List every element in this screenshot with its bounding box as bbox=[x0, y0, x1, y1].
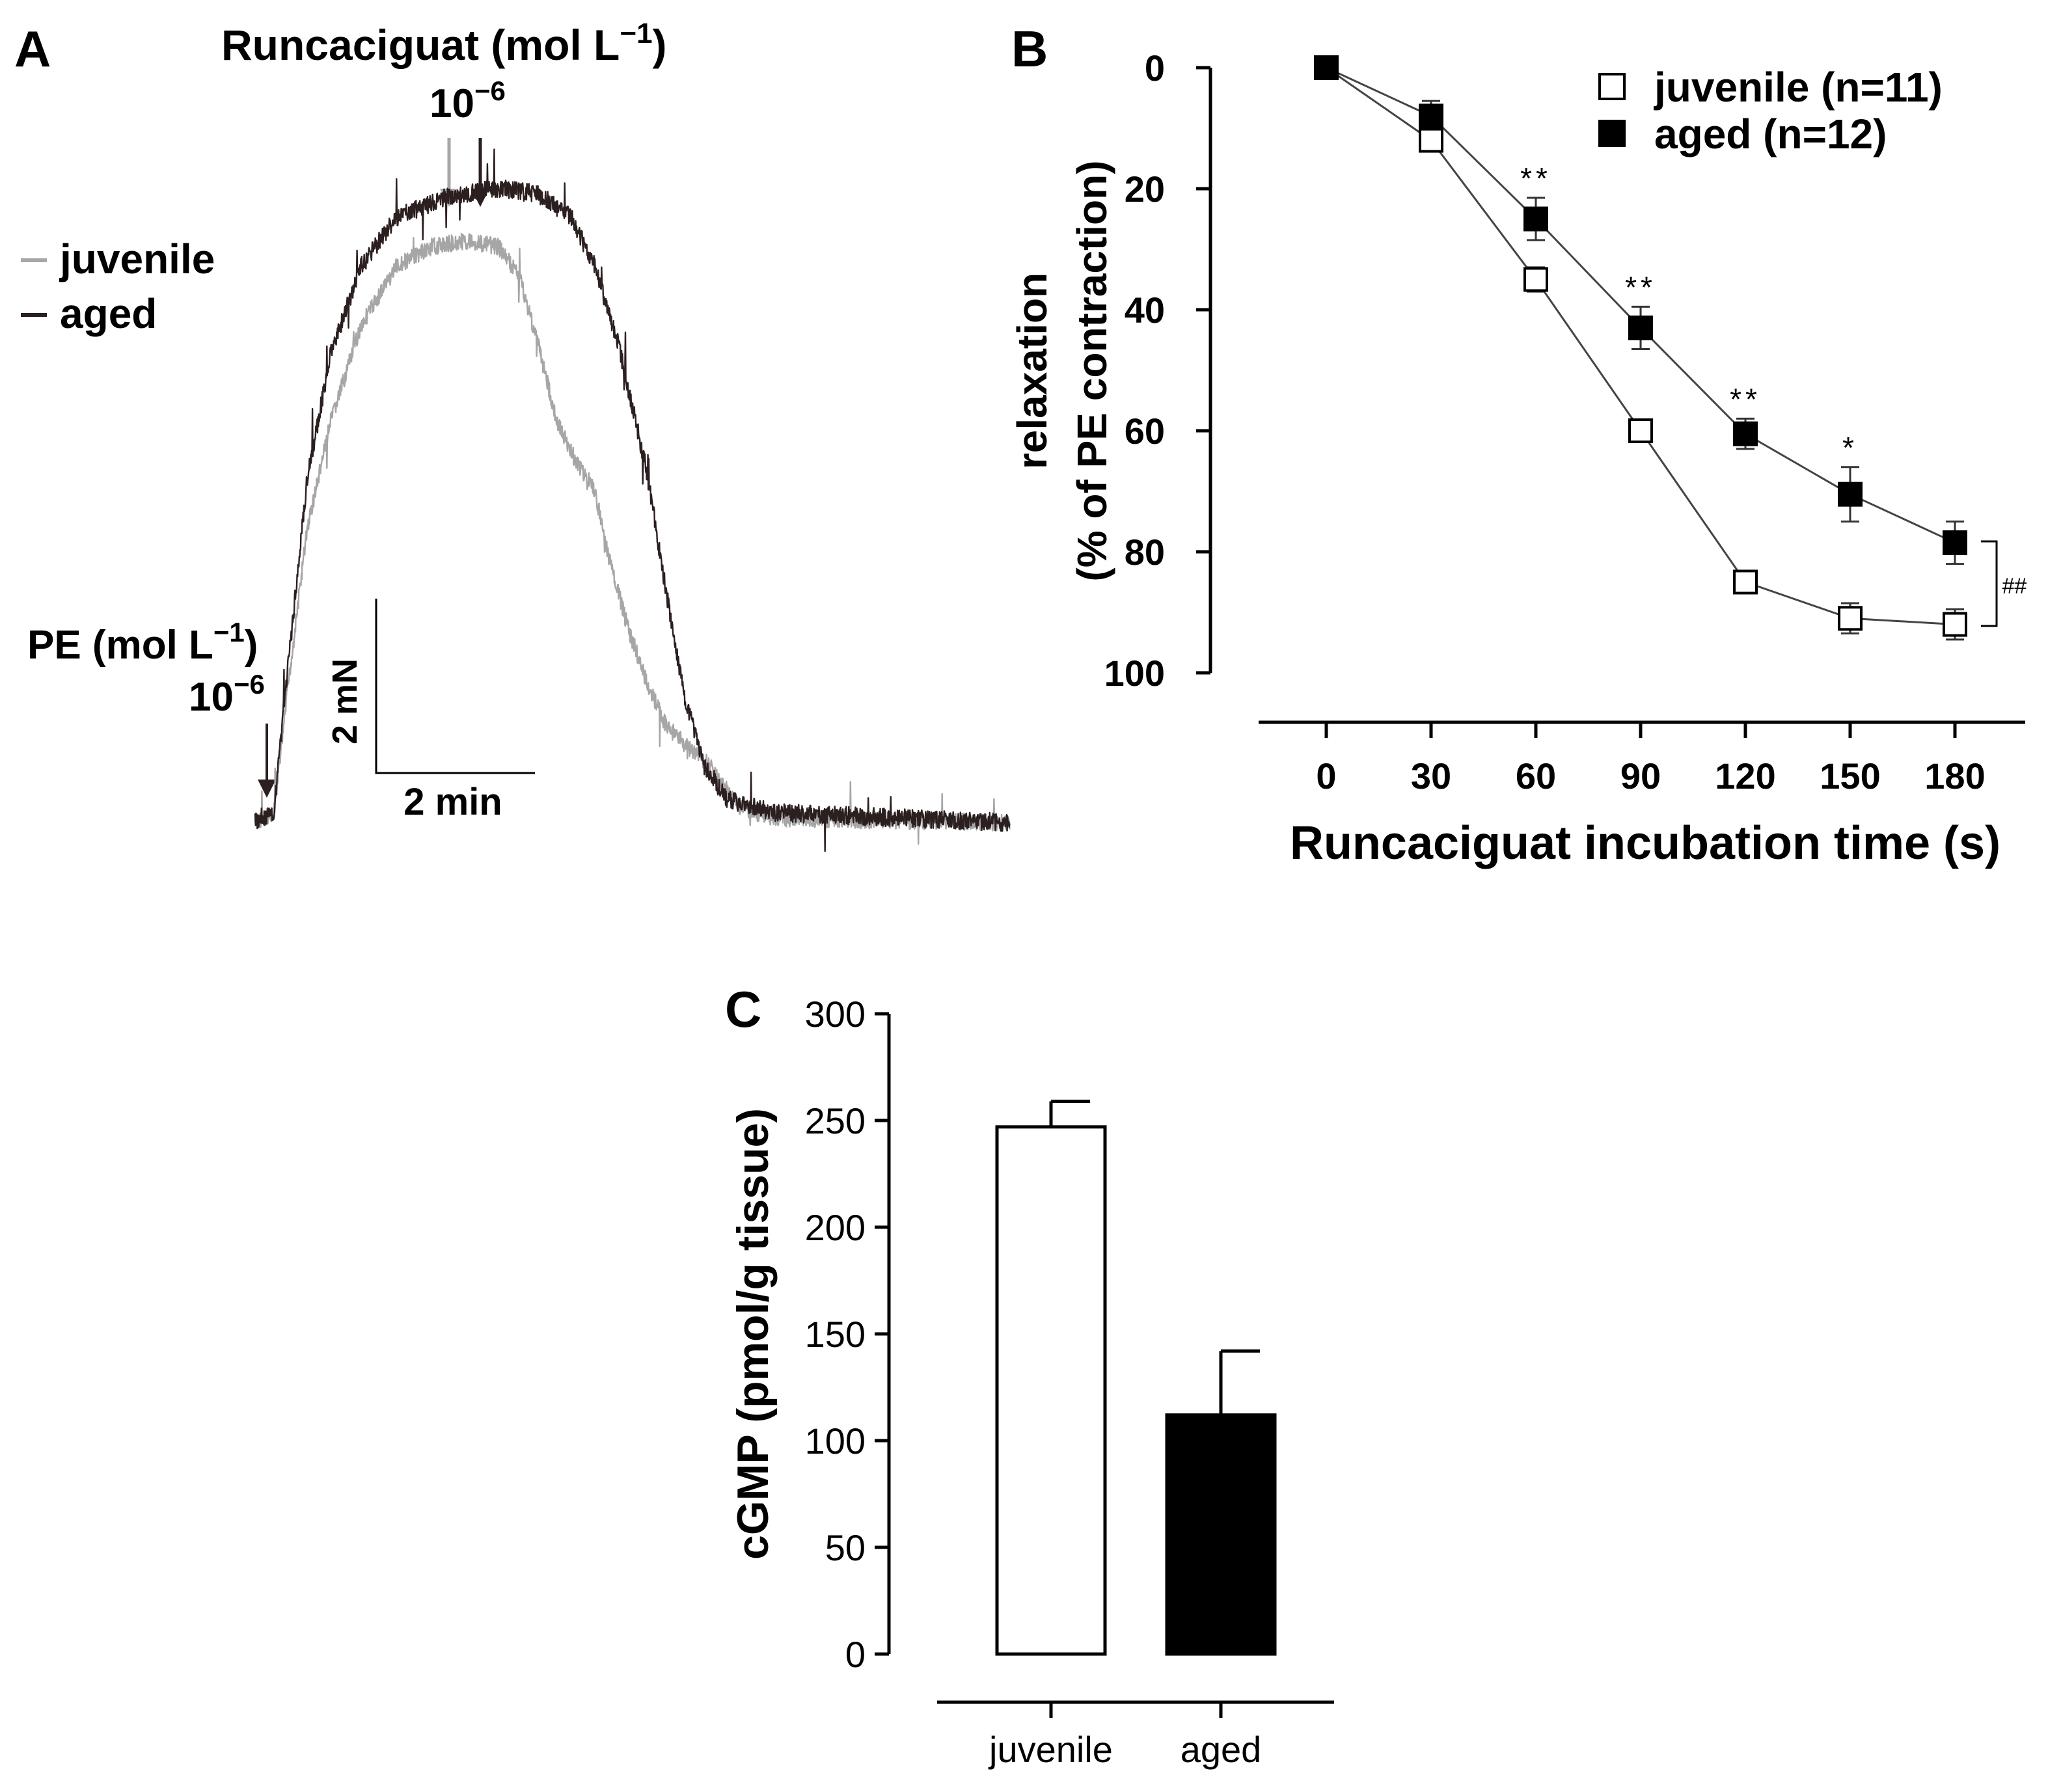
panel-b-x-tick-label: 180 bbox=[1924, 755, 1985, 796]
pe-label-close: ) bbox=[245, 623, 258, 668]
panel-c-letter: C bbox=[725, 981, 761, 1038]
runcaciguat-conc-sup: −6 bbox=[474, 75, 506, 106]
significance-stars: ** bbox=[1520, 161, 1551, 195]
panel-a: A Runcaciguat (mol L−1) 10−6 juvenile ag… bbox=[14, 18, 1011, 852]
panel-c: C 0 50 100 150 200 250 300 cGMP (pmol/g tissue… bbox=[725, 981, 1334, 1770]
legend-aged-marker bbox=[1598, 120, 1626, 147]
panel-c-y-tick-label: 150 bbox=[805, 1314, 866, 1355]
panel-c-x-tick-label: juvenile bbox=[988, 1729, 1113, 1770]
tension-traces bbox=[254, 148, 1011, 852]
panel-b-y-title-line2: (% of PE contraction) bbox=[1069, 160, 1115, 581]
significance-stars: ** bbox=[1625, 270, 1656, 304]
panel-b-y-ticks: 0 20 40 60 80 100 bbox=[1104, 48, 1210, 694]
pe-label: PE (mol L−1) bbox=[27, 617, 258, 668]
legend-juvenile-text: juvenile (n=11) bbox=[1654, 64, 1943, 111]
significance-stars: * bbox=[1842, 431, 1858, 465]
panel-c-y-title: cGMP (pmol/g tissue) bbox=[728, 1108, 778, 1560]
panel-b-x-tick-label: 60 bbox=[1516, 755, 1556, 796]
scale-bar bbox=[375, 599, 535, 774]
pe-label-sup: −1 bbox=[213, 617, 245, 647]
aged-point bbox=[1943, 530, 1967, 556]
panel-c-y-ticks: 0 50 100 150 200 250 300 bbox=[805, 994, 889, 1675]
panel-c-y-tick-label: 0 bbox=[845, 1634, 866, 1675]
aged-point bbox=[1523, 206, 1548, 232]
juvenile-point bbox=[1733, 569, 1758, 595]
pe-label-text: PE (mol L bbox=[27, 623, 213, 668]
panel-b-y-tick-label: 40 bbox=[1125, 290, 1165, 331]
juvenile-trace bbox=[254, 232, 1011, 845]
aged-point bbox=[1733, 421, 1758, 446]
aged-point bbox=[1838, 482, 1863, 507]
aged-point bbox=[1419, 103, 1443, 129]
panel-b-x-ticks: 0 30 60 90 120 150 180 bbox=[1316, 722, 1986, 796]
panel-a-letter: A bbox=[14, 20, 51, 77]
scale-bar-x-label: 2 min bbox=[403, 781, 502, 823]
legend-aged-label: aged bbox=[60, 290, 157, 337]
legend-juvenile-marker bbox=[1598, 73, 1626, 100]
group-significance-label: ## bbox=[2002, 574, 2027, 599]
aged-point bbox=[1314, 55, 1339, 80]
bar-juvenile bbox=[995, 1125, 1107, 1656]
panel-c-x-ticks: juvenile aged bbox=[988, 1702, 1261, 1770]
legend-aged-text: aged (n=12) bbox=[1654, 111, 1887, 157]
significance-stars: ** bbox=[1730, 382, 1761, 416]
runcaciguat-label-text: Runcaciguat (mol L bbox=[221, 21, 620, 69]
juvenile-point bbox=[1943, 612, 1967, 637]
runcaciguat-concentration: 10−6 bbox=[430, 75, 506, 126]
pe-conc-base: 10 bbox=[189, 675, 234, 720]
panel-a-legend: juvenile aged bbox=[21, 236, 215, 337]
panel-c-y-tick-label: 300 bbox=[805, 994, 866, 1035]
panel-b-x-title: Runcaciguat incubation time (s) bbox=[1290, 817, 2000, 869]
panel-b-y-title-line1: relaxation bbox=[1009, 273, 1056, 469]
panel-b-x-tick-label: 120 bbox=[1715, 755, 1775, 796]
panel-c-x-tick-label: aged bbox=[1181, 1729, 1262, 1770]
panel-b-x-tick-label: 0 bbox=[1316, 755, 1336, 796]
panel-b-legend: juvenile (n=11) aged (n=12) bbox=[1598, 64, 1943, 157]
juvenile-point bbox=[1419, 128, 1443, 153]
panel-b-x-tick-label: 90 bbox=[1620, 755, 1661, 796]
legend-juvenile-label: juvenile bbox=[59, 236, 215, 282]
pe-arrow-icon bbox=[258, 780, 276, 798]
runcaciguat-label-close: ) bbox=[653, 21, 667, 69]
juvenile-point bbox=[1628, 418, 1653, 443]
panel-c-y-tick-label: 50 bbox=[825, 1527, 866, 1568]
juvenile-point bbox=[1523, 267, 1548, 292]
panel-c-y-tick-label: 250 bbox=[805, 1100, 866, 1141]
panel-b: B 0 20 40 60 80 100 relaxation (% of PE contr… bbox=[1009, 20, 2027, 869]
group-significance-bracket bbox=[1981, 540, 1998, 627]
panel-b-y-tick-label: 0 bbox=[1145, 48, 1165, 88]
panel-b-y-tick-label: 100 bbox=[1104, 653, 1165, 694]
panel-b-letter: B bbox=[1011, 20, 1048, 77]
pe-concentration: 10−6 bbox=[189, 669, 265, 720]
runcaciguat-conc-base: 10 bbox=[430, 81, 474, 126]
juvenile-point bbox=[1838, 606, 1863, 631]
bar-aged bbox=[1165, 1413, 1277, 1656]
panel-b-x-tick-label: 30 bbox=[1411, 755, 1451, 796]
panel-c-y-tick-label: 100 bbox=[805, 1420, 866, 1461]
pe-conc-sup: −6 bbox=[234, 669, 265, 699]
aged-point bbox=[1628, 315, 1653, 340]
panel-b-plot: ******* bbox=[1314, 55, 1967, 641]
runcaciguat-label: Runcaciguat (mol L−1) bbox=[221, 18, 667, 69]
runcaciguat-label-sup: −1 bbox=[620, 18, 652, 49]
panel-b-y-tick-label: 60 bbox=[1125, 411, 1165, 452]
aged-trace bbox=[254, 148, 1011, 852]
panel-c-y-tick-label: 200 bbox=[805, 1207, 866, 1248]
panel-b-y-tick-label: 20 bbox=[1125, 169, 1165, 210]
scale-bar-y-label: 2 mN bbox=[325, 658, 364, 744]
panel-c-plot bbox=[995, 1099, 1277, 1656]
panel-b-y-tick-label: 80 bbox=[1125, 532, 1165, 573]
panel-b-x-tick-label: 150 bbox=[1820, 755, 1880, 796]
